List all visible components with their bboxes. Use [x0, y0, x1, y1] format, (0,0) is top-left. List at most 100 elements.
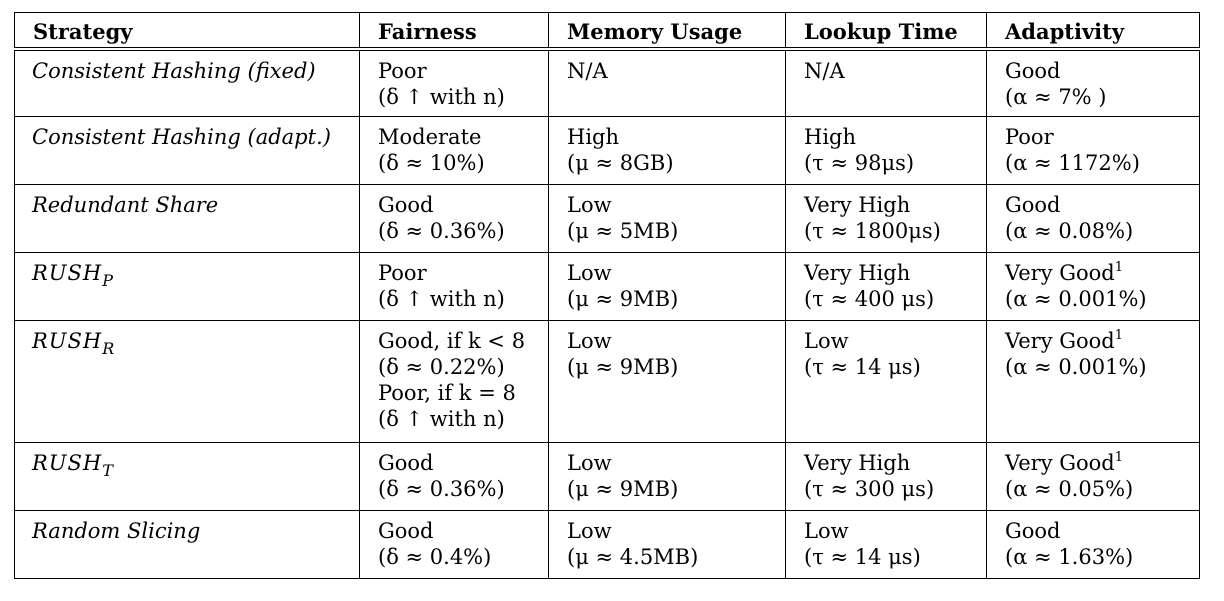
memory-line: Low [567, 192, 785, 218]
adaptivity-line: Very Good1 [1005, 328, 1199, 354]
memory-text: Low [567, 519, 612, 543]
fairness-text: Good [378, 519, 434, 543]
fairness-text: Poor, if k = 8 [378, 381, 516, 405]
table-row: RUSHP Poor (δ ↑ with n) Low (μ ≈ 9MB) Very Hi… [14, 252, 1200, 321]
header-fairness: Fairness [359, 12, 549, 49]
adaptivity-cell: Good (α ≈ 1.63%) [986, 510, 1200, 579]
strategy-name: RUSH [32, 451, 103, 475]
fairness-line: Poor, if k = 8 [378, 380, 548, 406]
lookup-text: Very High [804, 261, 911, 285]
fairness-cell: Good (δ ≈ 0.4%) [359, 510, 549, 579]
memory-line: (μ ≈ 9MB) [567, 476, 785, 502]
adaptivity-text: (α ≈ 0.001%) [1005, 287, 1147, 311]
memory-text: High [567, 125, 619, 149]
adaptivity-line: (α ≈ 0.08%) [1005, 218, 1199, 244]
fairness-cell: Moderate (δ ≈ 10%) [359, 116, 549, 185]
memory-line: Low [567, 260, 785, 286]
lookup-line: High [804, 124, 986, 150]
memory-text: N/A [567, 58, 608, 83]
fairness-text: Moderate [378, 125, 482, 149]
fairness-line: (δ ↑ with n) [378, 406, 548, 432]
strategy-cell: RUSHT [14, 442, 360, 511]
adaptivity-text: Very Good [1005, 329, 1115, 353]
fairness-text: (δ ≈ 10%) [378, 151, 485, 175]
strategy-cell: Random Slicing [14, 510, 360, 579]
memory-text: (μ ≈ 8GB) [567, 151, 674, 175]
adaptivity-line: Very Good1 [1005, 260, 1199, 286]
adaptivity-cell: Poor (α ≈ 1172%) [986, 116, 1200, 185]
fairness-line: (δ ≈ 0.4%) [378, 544, 548, 570]
lookup-text: (τ ≈ 14 μs) [804, 545, 921, 569]
lookup-line: (τ ≈ 300 μs) [804, 476, 986, 502]
fairness-line: Good, if k < 8 [378, 328, 548, 354]
memory-usage-cell: Low (μ ≈ 4.5MB) [548, 510, 786, 579]
table-body: Consistent Hashing (fixed) Poor (δ ↑ with … [14, 48, 1200, 579]
table-header: Strategy Fairness Memory Usage Lookup Ti… [14, 12, 1200, 49]
lookup-text: (τ ≈ 400 μs) [804, 287, 935, 311]
memory-text: Low [567, 451, 612, 475]
table-row: RUSHR Good, if k < 8 (δ ≈ 0.22%) Poor, if k… [14, 320, 1200, 443]
lookup-line: Very High [804, 192, 986, 218]
adaptivity-line: Good [1005, 58, 1199, 84]
strategy-subscript: P [102, 271, 113, 290]
fairness-line: (δ ↑ with n) [378, 84, 548, 110]
memory-usage-cell: Low (μ ≈ 9MB) [548, 442, 786, 511]
strategy-cell: Consistent Hashing (fixed) [14, 48, 360, 117]
fairness-line: Good [378, 518, 548, 544]
adaptivity-text: (α ≈ 0.08%) [1005, 219, 1134, 243]
adaptivity-line: (α ≈ 1.63%) [1005, 544, 1199, 570]
fairness-cell: Good (δ ≈ 0.36%) [359, 442, 549, 511]
adaptivity-line: Good [1005, 518, 1199, 544]
fairness-text: Good, if k < 8 [378, 329, 526, 353]
memory-usage-cell: N/A [548, 48, 786, 117]
adaptivity-line: (α ≈ 0.001%) [1005, 354, 1199, 380]
memory-line: (μ ≈ 5MB) [567, 218, 785, 244]
lookup-line: (τ ≈ 98μs) [804, 150, 986, 176]
adaptivity-text: (α ≈ 0.001%) [1005, 355, 1147, 379]
fairness-cell: Poor (δ ↑ with n) [359, 252, 549, 321]
lookup-text: (τ ≈ 14 μs) [804, 355, 921, 379]
strategy-cell: RUSHP [14, 252, 360, 321]
adaptivity-line: (α ≈ 0.001%) [1005, 286, 1199, 312]
lookup-text: (τ ≈ 1800μs) [804, 219, 941, 243]
memory-line: (μ ≈ 8GB) [567, 150, 785, 176]
strategy-subscript: T [102, 461, 113, 480]
adaptivity-text: Very Good [1005, 451, 1115, 475]
memory-line: Low [567, 518, 785, 544]
fairness-cell: Poor (δ ↑ with n) [359, 48, 549, 117]
strategy-cell: RUSHR [14, 320, 360, 443]
memory-line: Low [567, 328, 785, 354]
header-memory-usage: Memory Usage [548, 12, 786, 49]
header-lookup-time: Lookup Time [785, 12, 987, 49]
adaptivity-cell: Very Good1 (α ≈ 0.001%) [986, 320, 1200, 443]
adaptivity-cell: Good (α ≈ 7% ) [986, 48, 1200, 117]
adaptivity-text: (α ≈ 0.05%) [1005, 477, 1134, 501]
adaptivity-text: Good [1005, 193, 1061, 217]
adaptivity-line: (α ≈ 1172%) [1005, 150, 1199, 176]
strategy-name: RUSH [32, 329, 103, 353]
memory-text: Low [567, 261, 612, 285]
comparison-table: Strategy Fairness Memory Usage Lookup Ti… [14, 12, 1200, 579]
adaptivity-line: (α ≈ 7% ) [1005, 84, 1199, 110]
strategy-name: Consistent Hashing (fixed) [32, 58, 316, 83]
comparison-table-container: Strategy Fairness Memory Usage Lookup Ti… [14, 12, 1200, 579]
adaptivity-text: Very Good [1005, 261, 1115, 285]
table-row: Consistent Hashing (fixed) Poor (δ ↑ with … [14, 48, 1200, 117]
strategy-name: Redundant Share [32, 193, 219, 217]
lookup-line: Very High [804, 260, 986, 286]
fairness-text: Good [378, 451, 434, 475]
lookup-text: (τ ≈ 300 μs) [804, 477, 935, 501]
strategy-subscript: R [102, 339, 115, 358]
lookup-line: (τ ≈ 400 μs) [804, 286, 986, 312]
memory-line: (μ ≈ 9MB) [567, 354, 785, 380]
memory-usage-cell: Low (μ ≈ 9MB) [548, 252, 786, 321]
adaptivity-line: Good [1005, 192, 1199, 218]
fairness-line: (δ ≈ 0.36%) [378, 476, 548, 502]
fairness-text: (δ ↑ with n) [378, 287, 505, 311]
fairness-text: (δ ≈ 0.36%) [378, 219, 505, 243]
lookup-time-cell: Very High (τ ≈ 400 μs) [785, 252, 987, 321]
fairness-cell: Good (δ ≈ 0.36%) [359, 184, 549, 253]
lookup-time-cell: Very High (τ ≈ 300 μs) [785, 442, 987, 511]
adaptivity-text: Good [1005, 519, 1061, 543]
fairness-line: Good [378, 450, 548, 476]
